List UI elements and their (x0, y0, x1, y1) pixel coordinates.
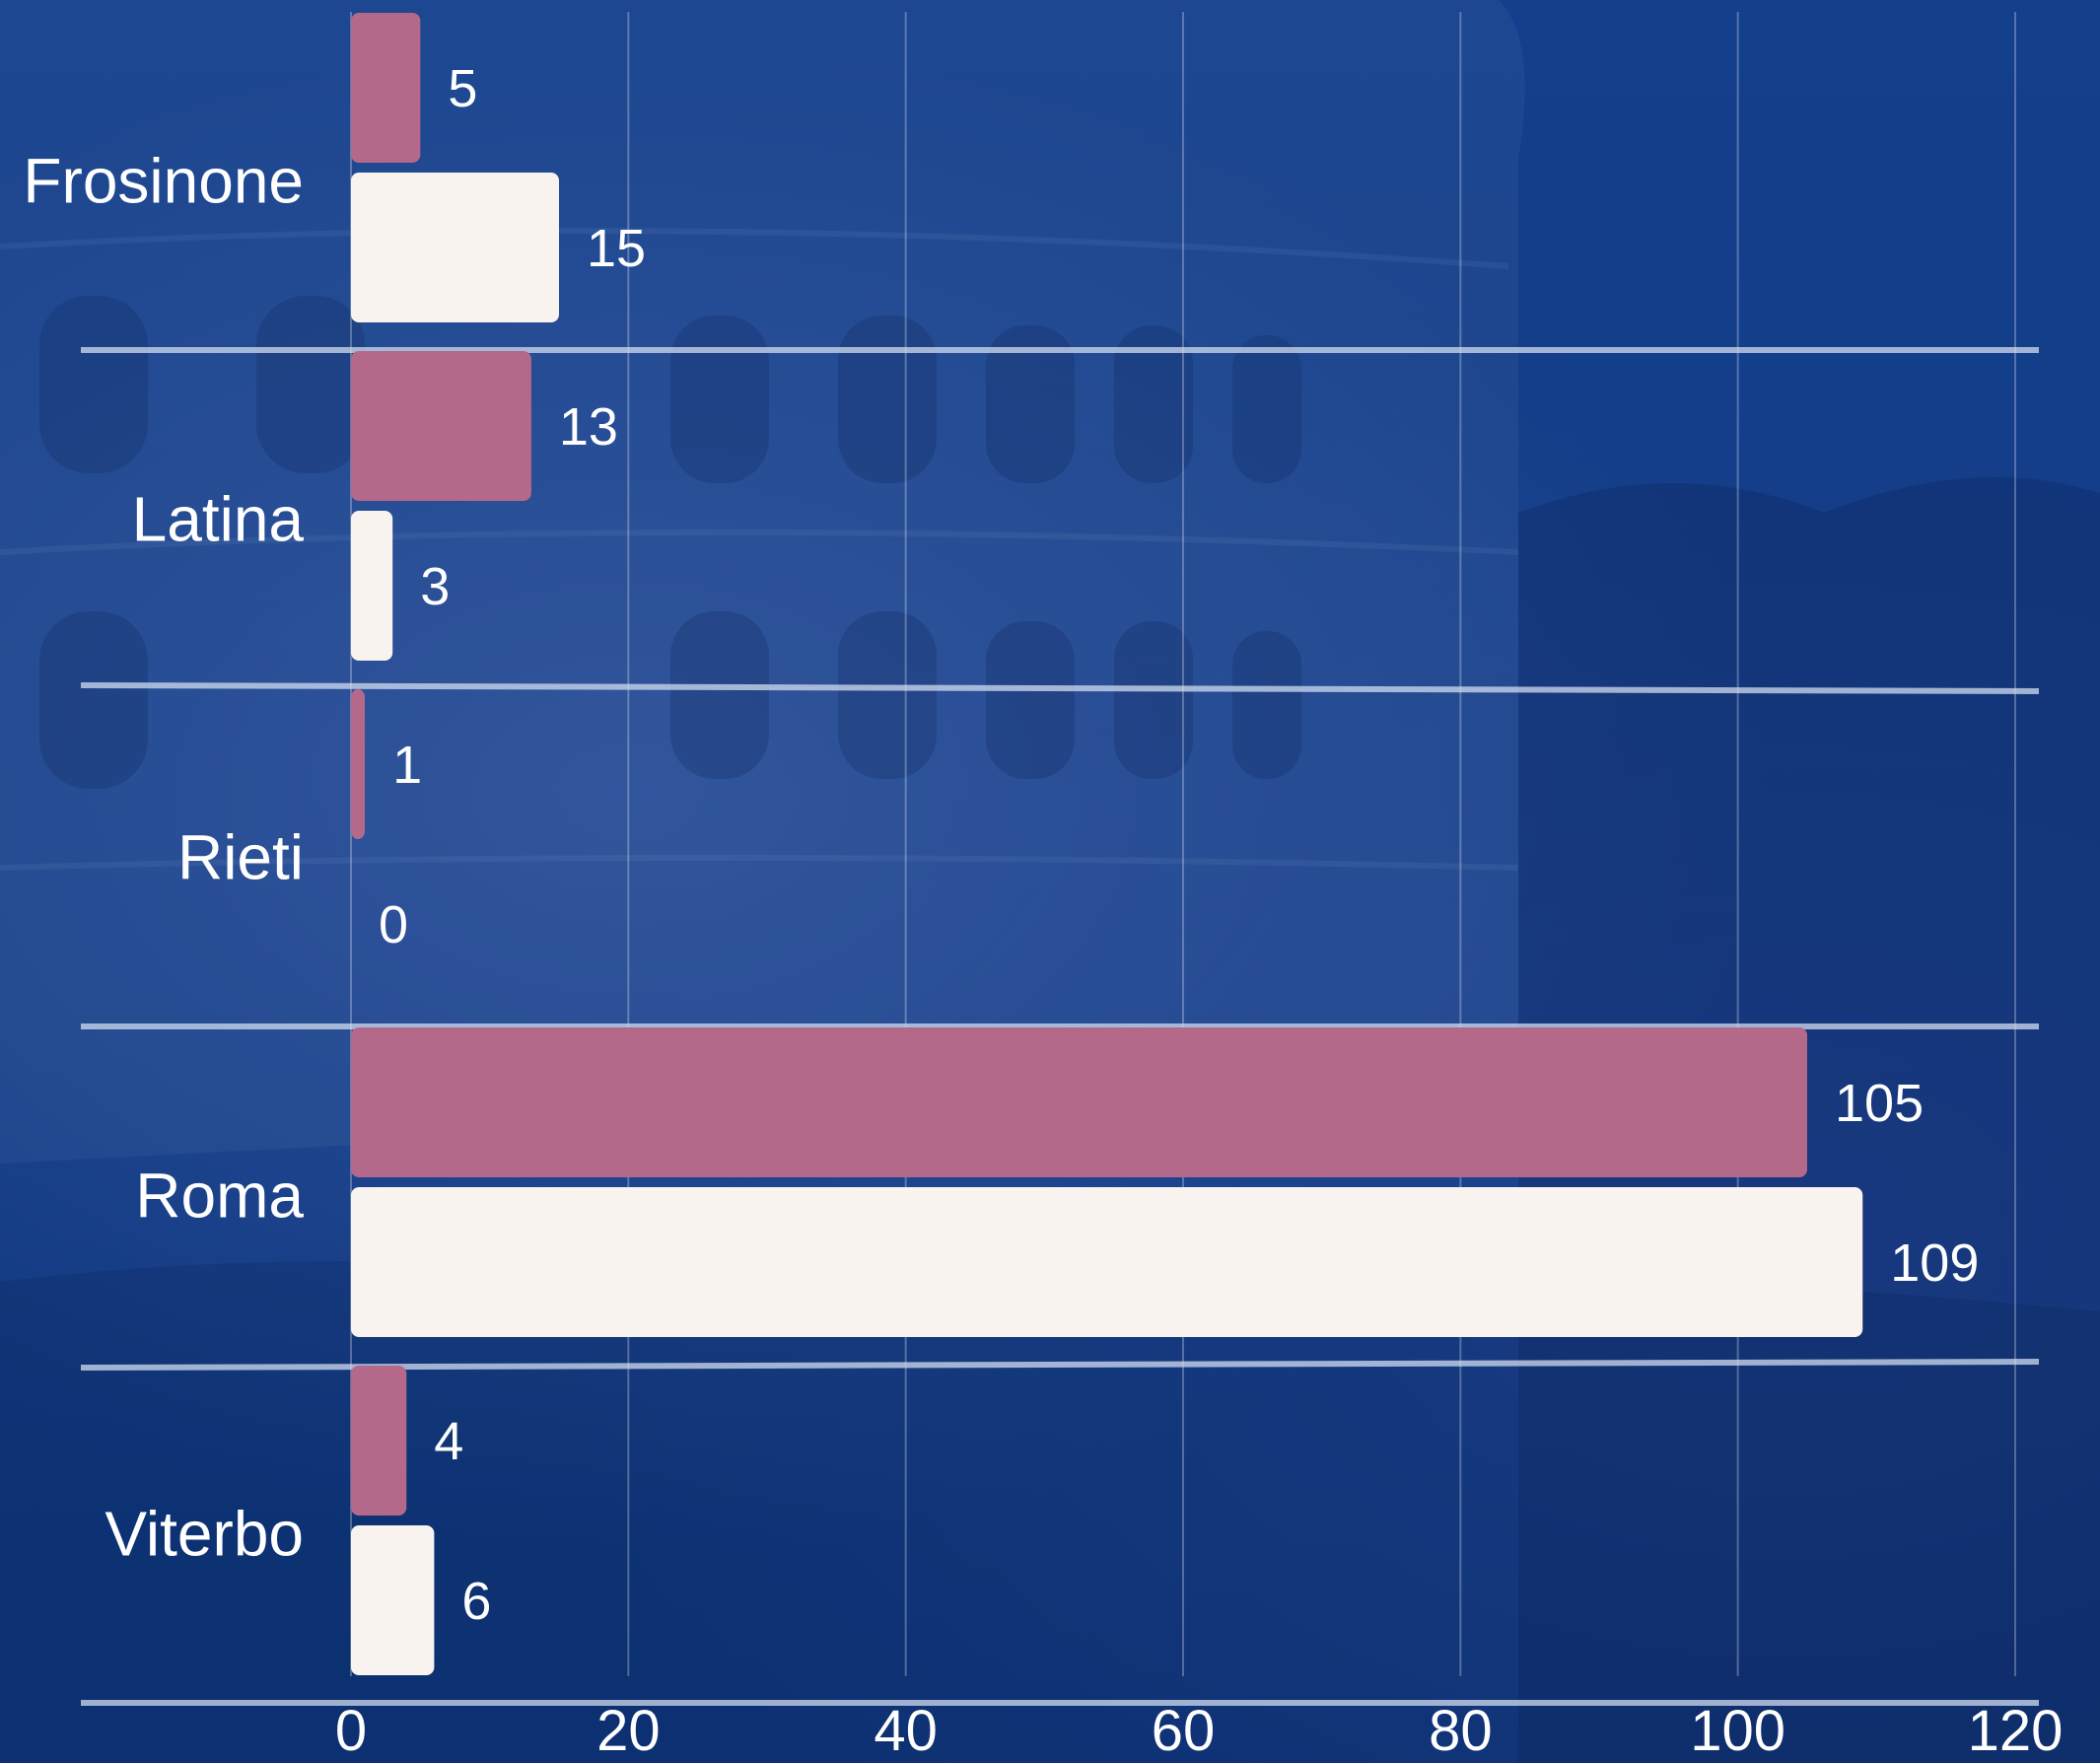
category-label-viterbo: Viterbo (105, 1499, 304, 1570)
data-label-viterbo-series-2: 6 (461, 1572, 491, 1631)
bar-roma-series-1 (351, 1027, 1807, 1177)
bar-latina-series-1 (351, 351, 531, 501)
category-separator-latina (80, 682, 2040, 694)
category-label-frosinone: Frosinone (23, 146, 304, 217)
x-tick-label-100: 100 (1690, 1699, 1785, 1763)
x-tick-label-120: 120 (1968, 1699, 2064, 1763)
bar-layer (351, 13, 1863, 1675)
data-label-roma-series-1: 105 (1835, 1074, 1924, 1133)
bar-roma-series-2 (351, 1187, 1863, 1337)
bar-rieti-series-1 (351, 689, 366, 839)
bar-frosinone-series-2 (351, 173, 559, 322)
category-label-latina: Latina (132, 484, 305, 555)
data-label-latina-series-1: 13 (559, 397, 618, 457)
data-label-rieti-series-2: 0 (379, 895, 408, 954)
x-tick-label-20: 20 (596, 1699, 661, 1763)
data-label-rieti-series-1: 1 (392, 736, 422, 795)
category-separator-roma (80, 1359, 2040, 1371)
bar-viterbo-series-2 (351, 1525, 435, 1675)
data-label-roma-series-2: 109 (1890, 1234, 1979, 1293)
data-label-frosinone-series-2: 15 (587, 219, 646, 278)
x-axis-ticks: 0 20 40 60 80 100 120 (335, 1699, 2064, 1763)
x-tick-label-80: 80 (1429, 1699, 1493, 1763)
separator-layer (80, 347, 2040, 1706)
label-layer: 5 15 Frosinone 13 3 Latina 1 0 Rieti 105 109 Roma 4 6… (23, 59, 1979, 1631)
category-label-roma: Roma (135, 1161, 304, 1232)
x-tick-label-60: 60 (1152, 1699, 1216, 1763)
category-label-rieti: Rieti (177, 822, 304, 893)
x-tick-label-40: 40 (874, 1699, 938, 1763)
data-label-frosinone-series-1: 5 (448, 59, 477, 118)
bar-frosinone-series-1 (351, 13, 421, 163)
bar-viterbo-series-1 (351, 1366, 407, 1516)
bar-latina-series-2 (351, 511, 393, 661)
data-label-viterbo-series-1: 4 (434, 1412, 463, 1471)
x-tick-label-0: 0 (335, 1699, 367, 1763)
data-label-latina-series-2: 3 (420, 557, 450, 616)
